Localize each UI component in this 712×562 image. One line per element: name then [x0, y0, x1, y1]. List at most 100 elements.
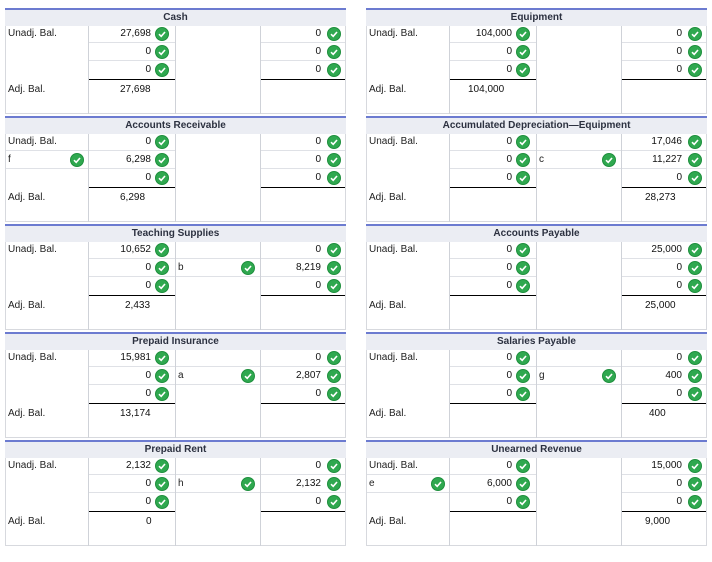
check-icon	[516, 243, 530, 257]
taccount-title: Teaching Supplies	[131, 228, 220, 239]
credit-value[interactable]: 0	[676, 496, 682, 507]
credit-value[interactable]: 25,000	[651, 244, 682, 255]
credit-value[interactable]: 0	[676, 388, 682, 399]
credit-value[interactable]: 0	[676, 64, 682, 75]
debit-value[interactable]: 2,132	[125, 460, 151, 471]
debit-value[interactable]: 0	[506, 136, 512, 147]
credit-value[interactable]: 8,219	[295, 262, 321, 273]
credit-value[interactable]: 11,227	[652, 154, 682, 165]
debit-value[interactable]: 0	[506, 64, 512, 75]
check-icon	[241, 477, 255, 491]
check-icon	[327, 153, 341, 167]
check-icon	[155, 477, 169, 491]
debit-value[interactable]: 0	[506, 244, 512, 255]
debit-value[interactable]: 0	[506, 280, 512, 291]
credit-value[interactable]: 2,132	[295, 478, 321, 489]
debit-value[interactable]: 0	[145, 172, 151, 183]
debit-value[interactable]: 0	[506, 46, 512, 57]
adj-bal-label: Adj. Bal.	[8, 84, 46, 95]
adj-bal-label: Adj. Bal.	[369, 192, 407, 203]
check-icon	[327, 351, 341, 365]
check-icon	[516, 63, 530, 77]
credit-value[interactable]: 0	[315, 352, 321, 363]
debit-value[interactable]: 0	[506, 460, 512, 471]
credit-value[interactable]: 0	[676, 478, 682, 489]
entry-letter-select[interactable]: b	[178, 262, 184, 273]
credit-value[interactable]: 0	[315, 388, 321, 399]
credit-value[interactable]: 0	[315, 46, 321, 57]
debit-value[interactable]: 0	[145, 64, 151, 75]
debit-value[interactable]: 0	[145, 370, 151, 381]
debit-value[interactable]: 0	[506, 352, 512, 363]
credit-value[interactable]: 0	[676, 172, 682, 183]
credit-value[interactable]: 0	[676, 28, 682, 39]
taccount-title: Accounts Receivable	[125, 120, 226, 131]
debit-value[interactable]: 10,652	[120, 244, 151, 255]
check-icon	[688, 387, 702, 401]
credit-value[interactable]: 0	[676, 46, 682, 57]
debit-value[interactable]: 0	[506, 370, 512, 381]
debit-value[interactable]: 0	[506, 496, 512, 507]
unadj-bal-label: Unadj. Bal.	[8, 244, 57, 255]
debit-value[interactable]: 0	[506, 388, 512, 399]
check-icon	[431, 477, 445, 491]
debit-value[interactable]: 15,981	[120, 352, 151, 363]
entry-letter-select[interactable]: e	[369, 478, 375, 489]
credit-value[interactable]: 400	[665, 370, 682, 381]
credit-value[interactable]: 0	[315, 172, 321, 183]
check-icon	[516, 279, 530, 293]
debit-adj-value: 13,174	[120, 408, 151, 419]
debit-value[interactable]: 0	[145, 478, 151, 489]
check-icon	[516, 135, 530, 149]
debit-value[interactable]: 0	[145, 496, 151, 507]
debit-value[interactable]: 0	[506, 262, 512, 273]
debit-value[interactable]: 0	[145, 136, 151, 147]
taccount-title: Unearned Revenue	[491, 444, 582, 455]
check-icon	[155, 369, 169, 383]
debit-value[interactable]: 0	[145, 46, 151, 57]
taccount-header: Prepaid Rent	[5, 440, 346, 458]
taccount-header: Equipment	[366, 8, 707, 26]
check-icon	[327, 171, 341, 185]
entry-letter-select[interactable]: c	[539, 154, 544, 165]
debit-value[interactable]: 0	[145, 280, 151, 291]
debit-value[interactable]: 104,000	[475, 28, 512, 39]
entry-letter-select[interactable]: g	[539, 370, 545, 381]
taccount-title: Cash	[163, 12, 188, 23]
credit-value[interactable]: 0	[315, 244, 321, 255]
debit-value[interactable]: 27,698	[120, 28, 151, 39]
credit-value[interactable]: 0	[676, 262, 682, 273]
credit-value[interactable]: 0	[315, 154, 321, 165]
check-icon	[155, 261, 169, 275]
credit-value[interactable]: 0	[676, 352, 682, 363]
debit-value[interactable]: 0	[145, 262, 151, 273]
debit-value[interactable]: 0	[506, 154, 512, 165]
credit-value[interactable]: 2,807	[295, 370, 321, 381]
credit-value[interactable]: 0	[315, 460, 321, 471]
debit-value[interactable]: 0	[145, 388, 151, 399]
taccount-title: Salaries Payable	[497, 336, 576, 347]
credit-value[interactable]: 0	[315, 496, 321, 507]
debit-value[interactable]: 6,298	[125, 154, 151, 165]
check-icon	[602, 153, 616, 167]
debit-value[interactable]: 6,000	[486, 478, 512, 489]
taccount-salaries-payable: Salaries Payable Unadj. Bal. Adj. Bal. g…	[366, 332, 707, 438]
credit-value[interactable]: 15,000	[651, 460, 682, 471]
taccount-accumulated-depreciation-equipment: Accumulated Depreciation—Equipment Unadj…	[366, 116, 707, 222]
check-icon	[516, 261, 530, 275]
check-icon	[155, 495, 169, 509]
entry-letter-select[interactable]: f	[8, 154, 11, 165]
check-icon	[155, 387, 169, 401]
credit-value[interactable]: 0	[676, 280, 682, 291]
taccount-unearned-revenue: Unearned Revenue Unadj. Bal. e Adj. Bal.…	[366, 440, 707, 546]
debit-value[interactable]: 0	[506, 172, 512, 183]
entry-letter-select[interactable]: h	[178, 478, 184, 489]
credit-value[interactable]: 0	[315, 64, 321, 75]
check-icon	[688, 495, 702, 509]
credit-value[interactable]: 0	[315, 280, 321, 291]
credit-value[interactable]: 0	[315, 28, 321, 39]
taccount-title: Equipment	[510, 12, 563, 23]
entry-letter-select[interactable]: a	[178, 370, 184, 381]
credit-value[interactable]: 17,046	[651, 136, 682, 147]
credit-value[interactable]: 0	[315, 136, 321, 147]
